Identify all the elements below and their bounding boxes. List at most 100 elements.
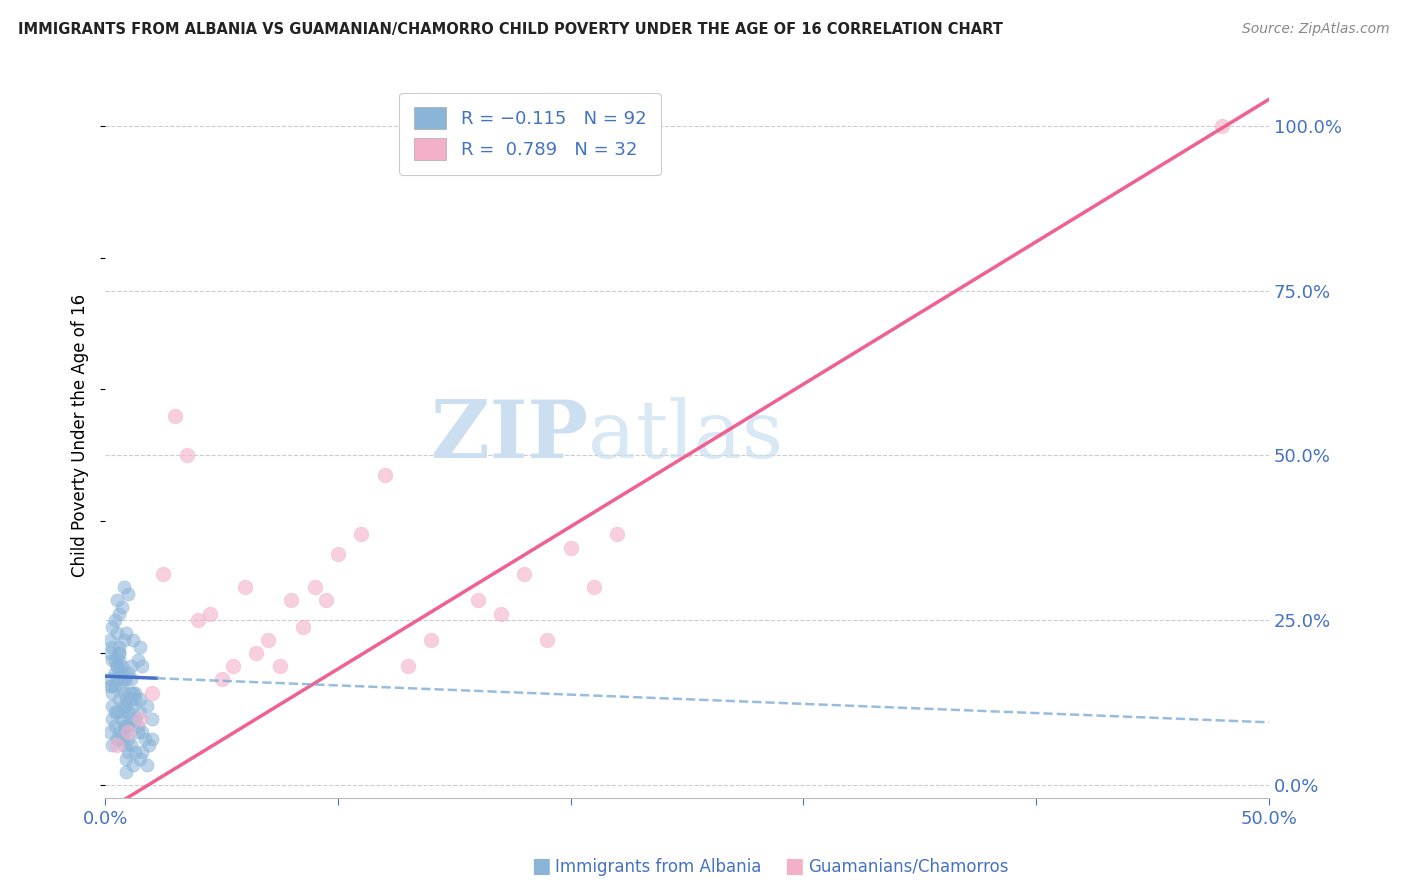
Point [108,607,131,621]
Text: ZIP: ZIP [432,397,588,475]
Point [101,620,124,634]
Point [120,673,142,687]
Point [269,659,291,673]
Point [198,607,221,621]
Point [124,686,146,700]
Point [108,646,131,660]
Point [101,686,124,700]
Point [513,566,536,581]
Point [536,632,558,647]
Y-axis label: Child Poverty Under the Age of 16: Child Poverty Under the Age of 16 [72,294,89,577]
Point [245,646,267,660]
Point [129,692,152,706]
Point [112,686,135,700]
Text: IMMIGRANTS FROM ALBANIA VS GUAMANIAN/CHAMORRO CHILD POVERTY UNDER THE AGE OF 16 : IMMIGRANTS FROM ALBANIA VS GUAMANIAN/CHA… [18,22,1002,37]
Point [115,626,138,640]
Point [1211,119,1233,133]
Point [280,593,302,607]
Point [105,731,128,746]
Point [124,712,146,726]
Point [129,706,152,720]
Point [420,632,443,647]
Point [136,698,159,713]
Point [117,665,139,680]
Point [115,718,138,732]
Point [112,718,135,732]
Point [489,607,512,621]
Point [163,409,186,423]
Point [103,679,125,693]
Point [315,593,337,607]
Point [582,580,605,594]
Point [103,653,125,667]
Point [211,673,233,687]
Point [112,580,135,594]
Point [103,706,125,720]
Point [326,547,349,561]
Point [108,653,131,667]
Point [396,659,419,673]
Text: Immigrants from Albania: Immigrants from Albania [555,858,762,876]
Point [373,468,395,483]
Point [120,659,142,673]
Point [103,718,125,732]
Point [127,653,149,667]
Point [304,580,326,594]
Text: atlas: atlas [588,397,783,475]
Point [124,692,146,706]
Point [103,665,125,680]
Text: ■: ■ [531,856,551,876]
Point [117,706,139,720]
Point [110,706,132,720]
Point [122,758,145,772]
Point [112,632,135,647]
Point [117,725,139,739]
Point [131,659,153,673]
Point [233,580,256,594]
Point [115,673,138,687]
Point [112,725,135,739]
Point [187,613,209,627]
Point [108,692,131,706]
Point [120,692,142,706]
Point [129,640,152,654]
Point [112,673,135,687]
Point [110,679,132,693]
Point [120,739,142,753]
Legend: R = −0.115   N = 92, R =  0.789   N = 32: R = −0.115 N = 92, R = 0.789 N = 32 [399,93,661,175]
Point [117,731,139,746]
Point [112,698,135,713]
Point [108,640,131,654]
Point [105,659,128,673]
Point [136,758,159,772]
Point [101,698,124,713]
Point [467,593,489,607]
Point [98,646,121,660]
Point [103,613,125,627]
Point [560,541,582,555]
Point [134,731,156,746]
Point [115,751,138,765]
Point [127,718,149,732]
Point [152,566,174,581]
Point [115,764,138,779]
Point [131,745,153,759]
Point [98,673,121,687]
Point [117,745,139,759]
Point [101,712,124,726]
Point [101,739,124,753]
Point [606,527,628,541]
Point [222,659,245,673]
Point [105,739,128,753]
Point [110,665,132,680]
Point [108,665,131,680]
Point [122,686,145,700]
Point [105,673,128,687]
Point [350,527,373,541]
Point [129,712,152,726]
Point [120,686,142,700]
Point [292,620,315,634]
Point [98,725,121,739]
Point [141,686,163,700]
Point [101,653,124,667]
